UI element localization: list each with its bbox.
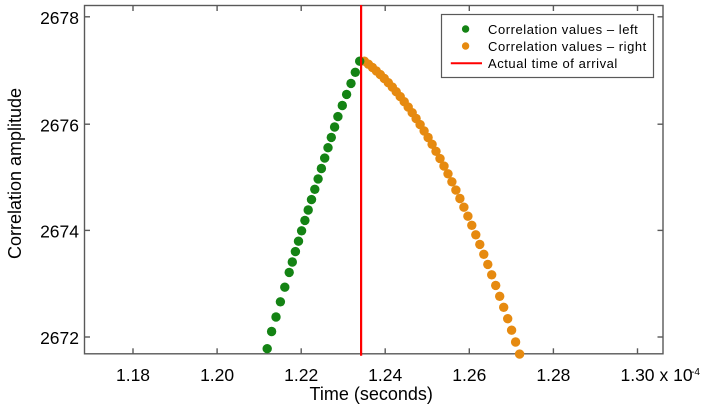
svg-text:1.18: 1.18	[116, 365, 150, 385]
svg-text:2678: 2678	[40, 8, 79, 28]
svg-text:2676: 2676	[40, 115, 79, 135]
svg-text:1.26: 1.26	[452, 365, 486, 385]
svg-text:2674: 2674	[40, 222, 79, 242]
svg-text:Actual time of arrival: Actual time of arrival	[488, 56, 618, 71]
svg-text:1.20: 1.20	[200, 365, 234, 385]
svg-text:Correlation amplitude: Correlation amplitude	[5, 88, 25, 259]
svg-text:1.30: 1.30	[620, 365, 654, 385]
svg-text:Time (seconds): Time (seconds)	[310, 384, 433, 404]
svg-text:-4: -4	[691, 367, 700, 378]
svg-text:2672: 2672	[40, 328, 79, 348]
svg-text:1.28: 1.28	[536, 365, 570, 385]
svg-text:Correlation values – right: Correlation values – right	[488, 39, 647, 54]
svg-text:1.24: 1.24	[368, 365, 402, 385]
svg-text:x 10: x 10	[655, 365, 693, 385]
svg-text:Correlation values – left: Correlation values – left	[488, 22, 638, 37]
svg-text:1.22: 1.22	[284, 365, 318, 385]
